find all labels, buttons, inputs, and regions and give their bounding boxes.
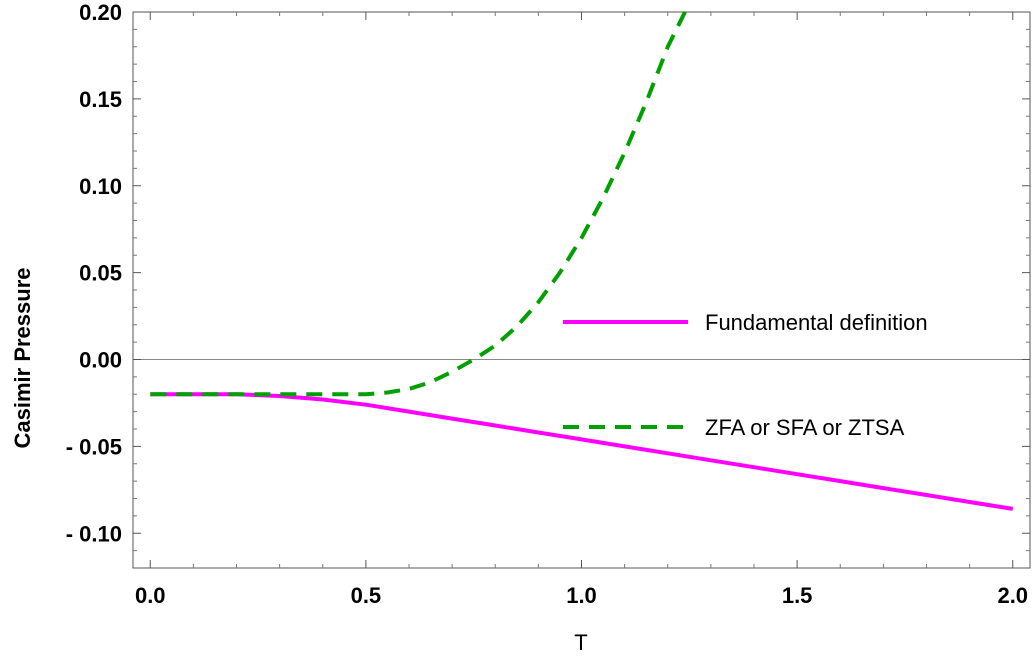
y-tick-label: 0.00: [79, 348, 122, 373]
x-axis-title: T: [574, 630, 587, 655]
legend-label-1: Fundamental definition: [705, 310, 928, 335]
series-line-1: [150, 392, 1014, 511]
y-tick-label: 0.20: [79, 0, 122, 25]
y-tick-label: 0.15: [79, 87, 122, 112]
series-layer: [150, 11, 1014, 511]
y-tick-label: - 0.05: [66, 434, 122, 459]
x-axis-ticks: 0.0 0.5 1.0 1.5 2.0: [135, 12, 1028, 608]
series-line-2: [150, 11, 687, 397]
y-tick-label: 0.10: [79, 174, 122, 199]
y-axis-title: Casimir Pressure: [10, 268, 35, 449]
x-tick-label: 1.0: [566, 583, 597, 608]
y-tick-label: - 0.10: [66, 521, 122, 546]
legend-label-2: ZFA or SFA or ZTSA: [705, 415, 905, 440]
x-tick-label: 0.0: [135, 583, 166, 608]
x-tick-label: 1.5: [782, 583, 813, 608]
y-tick-label: 0.05: [79, 261, 122, 286]
y-axis-ticks: - 0.10 - 0.05 0.00 0.05 0.10 0.15 0.20: [66, 0, 1030, 552]
x-tick-label: 0.5: [351, 583, 382, 608]
legend: Fundamental definition ZFA or SFA or ZTSA: [563, 310, 928, 440]
plot-frame: [132, 11, 1031, 569]
x-tick-label: 2.0: [997, 583, 1028, 608]
